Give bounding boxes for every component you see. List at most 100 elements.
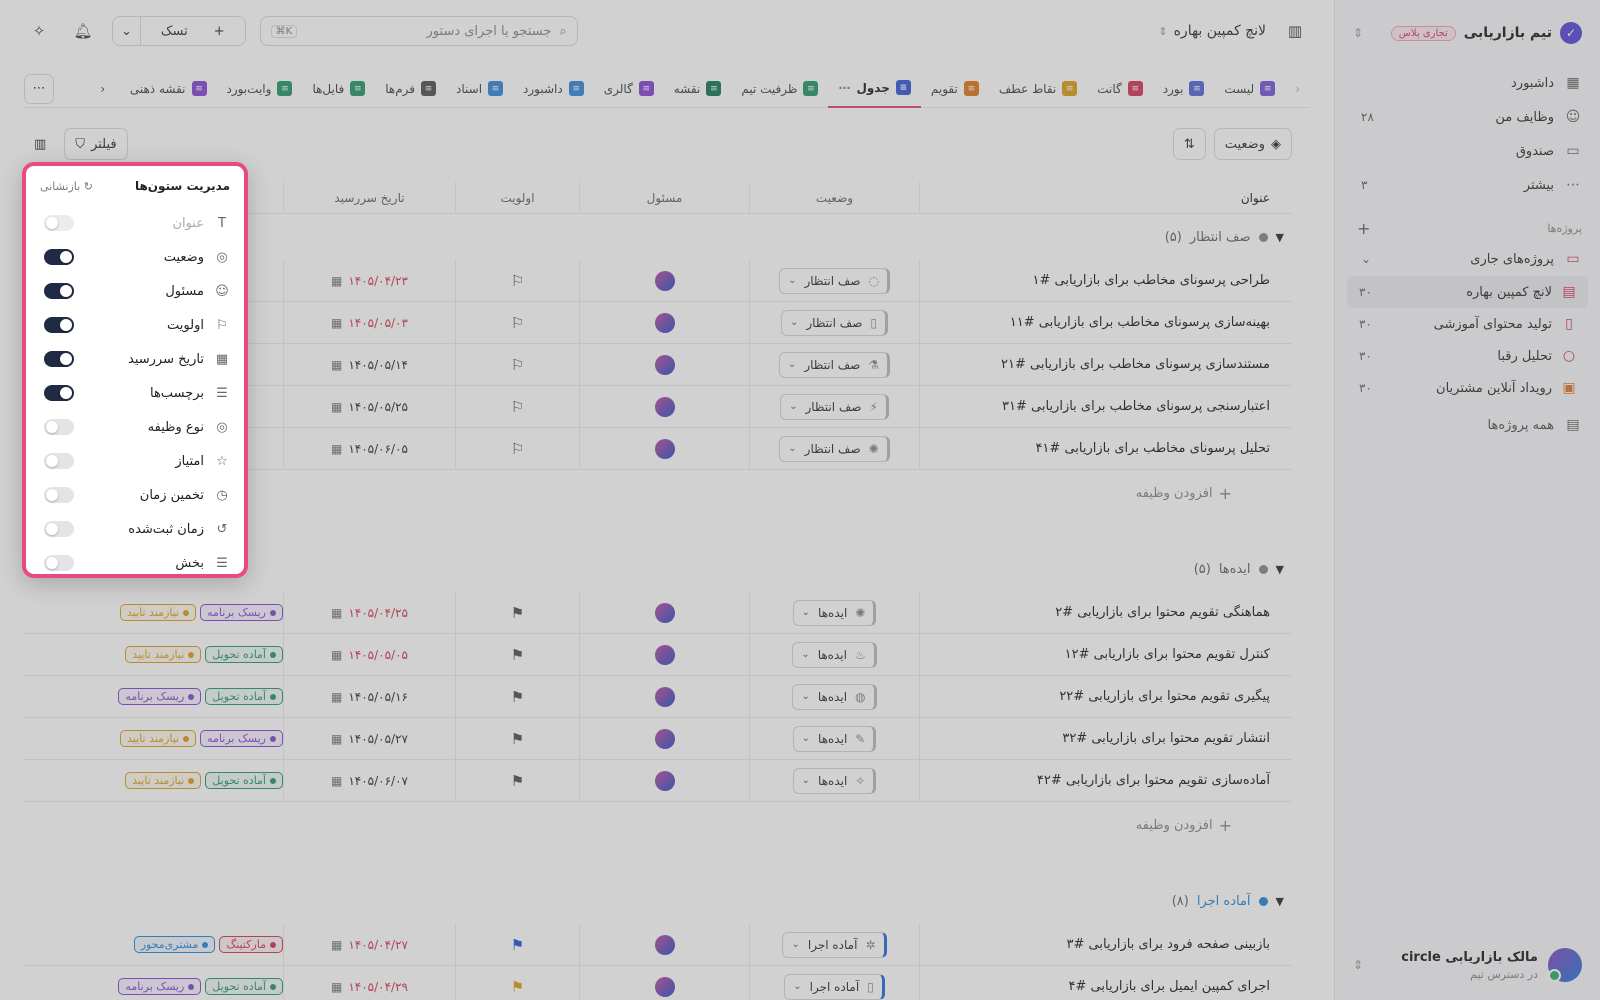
status-dropdown[interactable]: ◌ صف انتظار ⌄: [779, 267, 890, 294]
search-input[interactable]: ⌕ جستجو یا اجرای دستور ⌘K: [259, 16, 578, 46]
status-dropdown[interactable]: ▯ آماده اجرا ⌄: [784, 973, 885, 1000]
task-title[interactable]: طراحی پرسونای مخاطب برای بازاریابی #۱: [1032, 273, 1270, 288]
tag-badge[interactable]: ریسک برنامه: [118, 688, 202, 705]
group-by-status-button[interactable]: ◈ وضعیت: [1213, 128, 1292, 160]
toggle-switch[interactable]: [44, 487, 74, 503]
table-row[interactable]: بازبینی صفحه فرود برای بازاریابی #۳ ✲ آما…: [24, 924, 1292, 966]
caret-down-icon[interactable]: ▼: [1275, 894, 1284, 908]
tags-cell[interactable]: [24, 428, 284, 469]
breadcrumb[interactable]: لانچ کمپین بهاره ⇕: [1158, 23, 1266, 39]
task-title[interactable]: کنترل تقویم محتوا برای بازاریابی #۱۲: [1064, 647, 1270, 662]
tab-view[interactable]: ≡ گانت: [1087, 70, 1153, 108]
tab-view[interactable]: ≡ وایت‌بورد: [217, 70, 303, 108]
header-status[interactable]: وضعیت: [750, 182, 920, 213]
tag-badge[interactable]: نیازمند تایید: [120, 604, 197, 621]
priority-cell[interactable]: ⚐: [456, 386, 580, 427]
add-task-button[interactable]: + افزودن وظیفه: [24, 802, 1292, 848]
tab-view[interactable]: ≡ لیست: [1214, 70, 1285, 108]
owner-cell[interactable]: [580, 966, 750, 1000]
tags-cell[interactable]: [24, 344, 284, 385]
status-dropdown[interactable]: ▯ صف انتظار ⌄: [781, 309, 889, 336]
column-toggle-item[interactable]: ☰ برچسب‌ها: [26, 376, 244, 410]
status-dropdown[interactable]: ⚡ صف انتظار ⌄: [780, 393, 889, 420]
tag-badge[interactable]: آماده تحویل: [205, 772, 283, 789]
tab-view[interactable]: ≡ گالری: [594, 70, 664, 108]
status-dropdown[interactable]: ♨ ایده‌ها ⌄: [792, 641, 877, 668]
sidebar-item-0[interactable]: ▦ داشبورد: [1335, 66, 1600, 100]
due-date-cell[interactable]: ▦ ۱۴۰۵/۰۶/۰۷: [284, 760, 456, 801]
task-title[interactable]: اعتبارسنجی پرسونای مخاطب برای بازاریابی …: [1002, 399, 1270, 414]
table-row[interactable]: طراحی پرسونای مخاطب برای بازاریابی #۱ ◌ ص…: [24, 260, 1292, 302]
due-date-cell[interactable]: ▦ ۱۴۰۵/۰۵/۲۷: [284, 718, 456, 759]
task-title[interactable]: انتشار تقویم محتوا برای بازاریابی #۳۲: [1062, 731, 1270, 746]
status-dropdown[interactable]: ✲ آماده اجرا ⌄: [782, 931, 887, 958]
task-title[interactable]: بهینه‌سازی پرسونای مخاطب برای بازاریابی …: [1009, 315, 1270, 330]
tags-cell[interactable]: ریسک برنامه آماده تحویل: [24, 966, 284, 1000]
owner-cell[interactable]: [580, 924, 750, 965]
tags-cell[interactable]: [24, 386, 284, 427]
column-toggle-item[interactable]: T عنوان: [26, 206, 244, 240]
toggle-switch[interactable]: [44, 385, 74, 401]
tab-view[interactable]: ≡ نقشه: [664, 70, 732, 108]
add-project-icon[interactable]: +: [1357, 218, 1371, 238]
add-task-button[interactable]: + افزودن وظیفه: [24, 470, 1292, 516]
group-header[interactable]: ▼ آماده اجرا (۸): [24, 878, 1292, 924]
table-row[interactable]: بهینه‌سازی پرسونای مخاطب برای بازاریابی …: [24, 302, 1292, 344]
tab-view[interactable]: ≡ اسناد: [446, 70, 513, 108]
table-row[interactable]: انتشار تقویم محتوا برای بازاریابی #۳۲ ✎ ا…: [24, 718, 1292, 760]
tag-badge[interactable]: آماده تحویل: [205, 646, 283, 663]
table-row[interactable]: کنترل تقویم محتوا برای بازاریابی #۱۲ ♨ ای…: [24, 634, 1292, 676]
owner-cell[interactable]: [580, 634, 750, 675]
tags-cell[interactable]: نیازمند تایید ریسک برنامه: [24, 592, 284, 633]
status-dropdown[interactable]: ⚗ صف انتظار ⌄: [778, 351, 891, 378]
project-item[interactable]: ▤ لانچ کمپین بهاره ۳۰: [1347, 276, 1588, 308]
priority-cell[interactable]: ⚑: [456, 592, 580, 633]
new-task-button[interactable]: + تسک ⌄: [112, 16, 246, 46]
due-date-cell[interactable]: ▦ ۱۴۰۵/۰۵/۰۵: [284, 634, 456, 675]
owner-cell[interactable]: [580, 386, 750, 427]
tab-view[interactable]: ≡ نقشه ذهنی: [120, 70, 217, 108]
project-item[interactable]: ▣ رویداد آنلاین مشتریان ۳۰: [1347, 372, 1588, 404]
new-task-main[interactable]: + تسک: [141, 17, 245, 45]
priority-cell[interactable]: ⚑: [456, 676, 580, 717]
column-toggle-item[interactable]: ◷ تخمین زمان: [26, 478, 244, 512]
tag-badge[interactable]: ریسک برنامه: [200, 730, 283, 747]
owner-cell[interactable]: [580, 260, 750, 301]
column-toggle-item[interactable]: ◎ نوع وظیفه: [26, 410, 244, 444]
toggle-switch[interactable]: [44, 283, 74, 299]
sidebar-item-1[interactable]: ☺ وظایف من ۲۸: [1335, 100, 1600, 134]
tag-badge[interactable]: نیازمند تایید: [125, 772, 202, 789]
column-toggle-item[interactable]: ◎ وضعیت: [26, 240, 244, 274]
tab-options-icon[interactable]: ⋯: [838, 80, 851, 95]
owner-cell[interactable]: [580, 676, 750, 717]
task-title[interactable]: تحلیل پرسونای مخاطب برای بازاریابی #۴۱: [1035, 441, 1270, 456]
tag-badge[interactable]: نیازمند تایید: [125, 646, 202, 663]
priority-cell[interactable]: ⚐: [456, 344, 580, 385]
column-toggle-item[interactable]: ▦ تاریخ سررسید: [26, 342, 244, 376]
table-row[interactable]: مستندسازی پرسونای مخاطب برای بازاریابی #…: [24, 344, 1292, 386]
task-title[interactable]: آماده‌سازی تقویم محتوا برای بازاریابی #۴…: [1036, 773, 1270, 788]
priority-cell[interactable]: ⚑: [456, 924, 580, 965]
status-dropdown[interactable]: ✧ ایده‌ها ⌄: [792, 767, 877, 794]
tags-cell[interactable]: ریسک برنامه آماده تحویل: [24, 676, 284, 717]
toggle-switch[interactable]: [44, 249, 74, 265]
chevron-down-icon[interactable]: ⌄: [113, 17, 141, 45]
tab-view[interactable]: ≡ تقویم: [921, 70, 989, 108]
tabs-scroll-prev-icon[interactable]: ‹: [1295, 81, 1300, 96]
bell-icon[interactable]: 🔔︎: [73, 22, 93, 40]
all-projects-link[interactable]: ▤ همه پروژه‌ها: [1335, 408, 1600, 442]
sidebar-toggle-icon[interactable]: ▥: [1287, 22, 1303, 40]
tags-cell[interactable]: [24, 302, 284, 343]
tag-badge[interactable]: مارکتینگ: [219, 936, 283, 953]
tags-cell[interactable]: مشتری‌محور مارکتینگ: [24, 924, 284, 965]
priority-cell[interactable]: ⚑: [456, 760, 580, 801]
tab-view[interactable]: ≡ ظرفیت تیم: [731, 70, 828, 108]
column-toggle-item[interactable]: ⚐ اولویت: [26, 308, 244, 342]
toggle-switch[interactable]: [44, 419, 74, 435]
tab-view[interactable]: ≡ فایل‌ها: [302, 70, 375, 108]
table-row[interactable]: هماهنگی تقویم محتوا برای بازاریابی #۲ ✺ ا…: [24, 592, 1292, 634]
columns-button[interactable]: ▥: [24, 128, 56, 160]
tab-view[interactable]: ≡ نقاط عطف: [989, 70, 1087, 108]
project-item[interactable]: ○ تحلیل رقبا ۳۰: [1347, 340, 1588, 372]
